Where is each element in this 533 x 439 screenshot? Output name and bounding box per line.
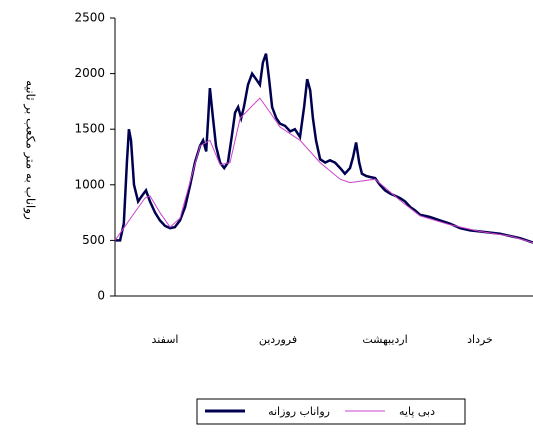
series-line <box>114 97 533 244</box>
x-month-label: خرداد <box>467 333 493 346</box>
legend-label: رواناب روزانه <box>268 405 330 418</box>
y-tick-label: 500 <box>82 233 105 247</box>
y-tick-label: 2000 <box>74 66 105 80</box>
y-axis-label: رواناب به متر مکعب بر ثانیه <box>23 80 38 220</box>
x-month-label: اردیبهشت <box>362 333 407 346</box>
y-tick-label: 1000 <box>74 177 105 191</box>
y-tick-label: 0 <box>97 289 105 303</box>
y-tick-label: 1500 <box>74 122 105 136</box>
series-line <box>115 53 533 244</box>
legend-label: دبی پایه <box>399 405 435 418</box>
x-month-label: اسفند <box>152 333 179 346</box>
y-tick-label: 2500 <box>74 11 105 25</box>
legend-box <box>196 398 466 425</box>
x-month-label: فروردین <box>259 333 297 346</box>
